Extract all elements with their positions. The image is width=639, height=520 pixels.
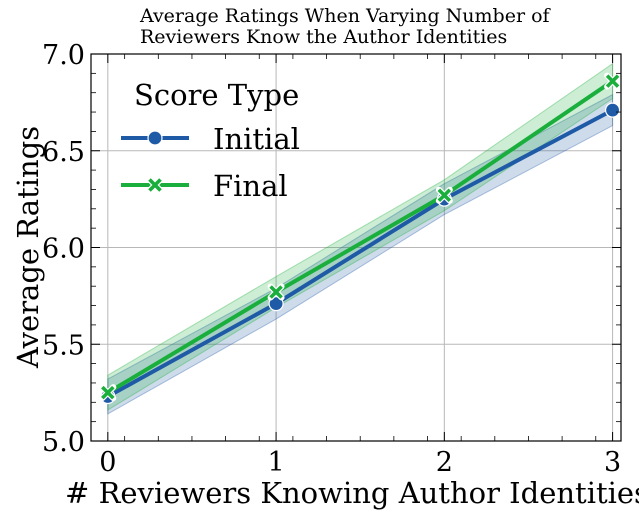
data-point-initial (268, 296, 284, 312)
legend-item-initial: Initial (121, 122, 300, 156)
legend-title: Score Type (134, 78, 299, 112)
legend-marker-final (148, 178, 162, 192)
legend-items: Initial Final (121, 122, 300, 203)
y-tick-label: 5.0 (42, 427, 85, 458)
confidence-bands (107, 62, 614, 415)
y-tick-label: 6.5 (42, 137, 85, 168)
confidence-band-final (107, 62, 614, 411)
x-tick-label: 3 (604, 447, 621, 478)
legend-label-final: Final (213, 169, 288, 203)
y-axis-label: Average Ratings (11, 126, 45, 369)
legend: Score Type Initial Final (121, 78, 300, 203)
x-tick-label: 0 (99, 447, 116, 478)
x-tick-label: 1 (267, 447, 284, 478)
x-tick-label: 2 (436, 447, 453, 478)
chart-title-line-1: Average Ratings When Varying Number of (139, 5, 552, 27)
data-point-final (435, 186, 453, 204)
data-point-final (604, 72, 622, 90)
legend-label-initial: Initial (213, 122, 300, 156)
chart-title-line-2: Reviewers Know the Author Identities (140, 26, 507, 48)
data-point-final (99, 384, 117, 402)
x-axis-label: # Reviewers Knowing Author Identities (65, 476, 639, 510)
data-point-final (267, 283, 285, 301)
y-tick-label: 5.5 (42, 330, 85, 361)
y-tick-label: 7.0 (42, 40, 85, 71)
series-line-final (106, 79, 614, 395)
confidence-band-initial (107, 93, 614, 415)
legend-marker-initial (147, 130, 163, 146)
series-line-initial (106, 108, 614, 399)
series-lines (106, 79, 614, 399)
axis-ticks: 0 1 2 3 5.0 5.5 6.0 6.5 7.0 (42, 40, 621, 478)
series-markers (99, 72, 622, 405)
data-point-initial (604, 102, 621, 118)
y-tick-label: 6.0 (42, 234, 85, 265)
legend-item-final: Final (121, 169, 288, 203)
